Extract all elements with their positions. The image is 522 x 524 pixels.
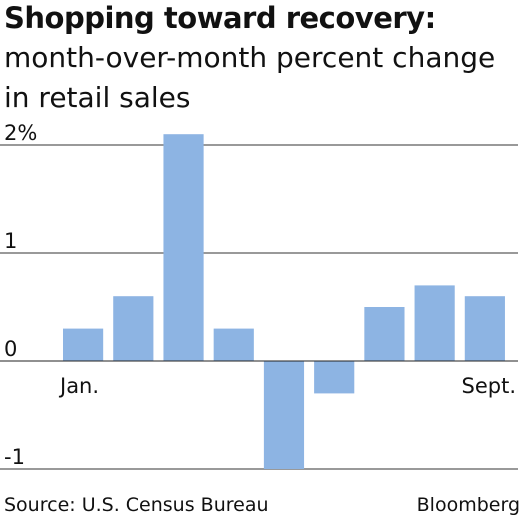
bar	[464, 296, 505, 361]
y-tick-label: 0	[4, 337, 17, 361]
chart-footer: Source: U.S. Census Bureau Bloomberg	[0, 490, 522, 520]
x-tick-label: Sept.	[462, 374, 517, 398]
bar	[213, 328, 254, 361]
source-note: Source: U.S. Census Bureau	[4, 494, 269, 516]
chart-title: Shopping toward recovery:	[4, 1, 436, 35]
bar	[163, 134, 204, 361]
bar	[263, 361, 305, 469]
y-tick-label: 2%	[4, 121, 37, 145]
bar	[414, 285, 455, 361]
chart-subtitle: month-over-month percent change in retai…	[4, 41, 496, 114]
x-tick-label: Jan.	[58, 374, 99, 398]
credit-label: Bloomberg	[416, 494, 520, 516]
bar-chart: 2% 1 0 -1 Jan. Sept.	[0, 121, 518, 470]
bar	[364, 307, 405, 361]
bar	[113, 296, 154, 361]
bar	[314, 361, 355, 394]
y-tick-label: -1	[4, 445, 25, 469]
y-tick-label: 1	[4, 229, 17, 253]
bar	[63, 328, 104, 361]
